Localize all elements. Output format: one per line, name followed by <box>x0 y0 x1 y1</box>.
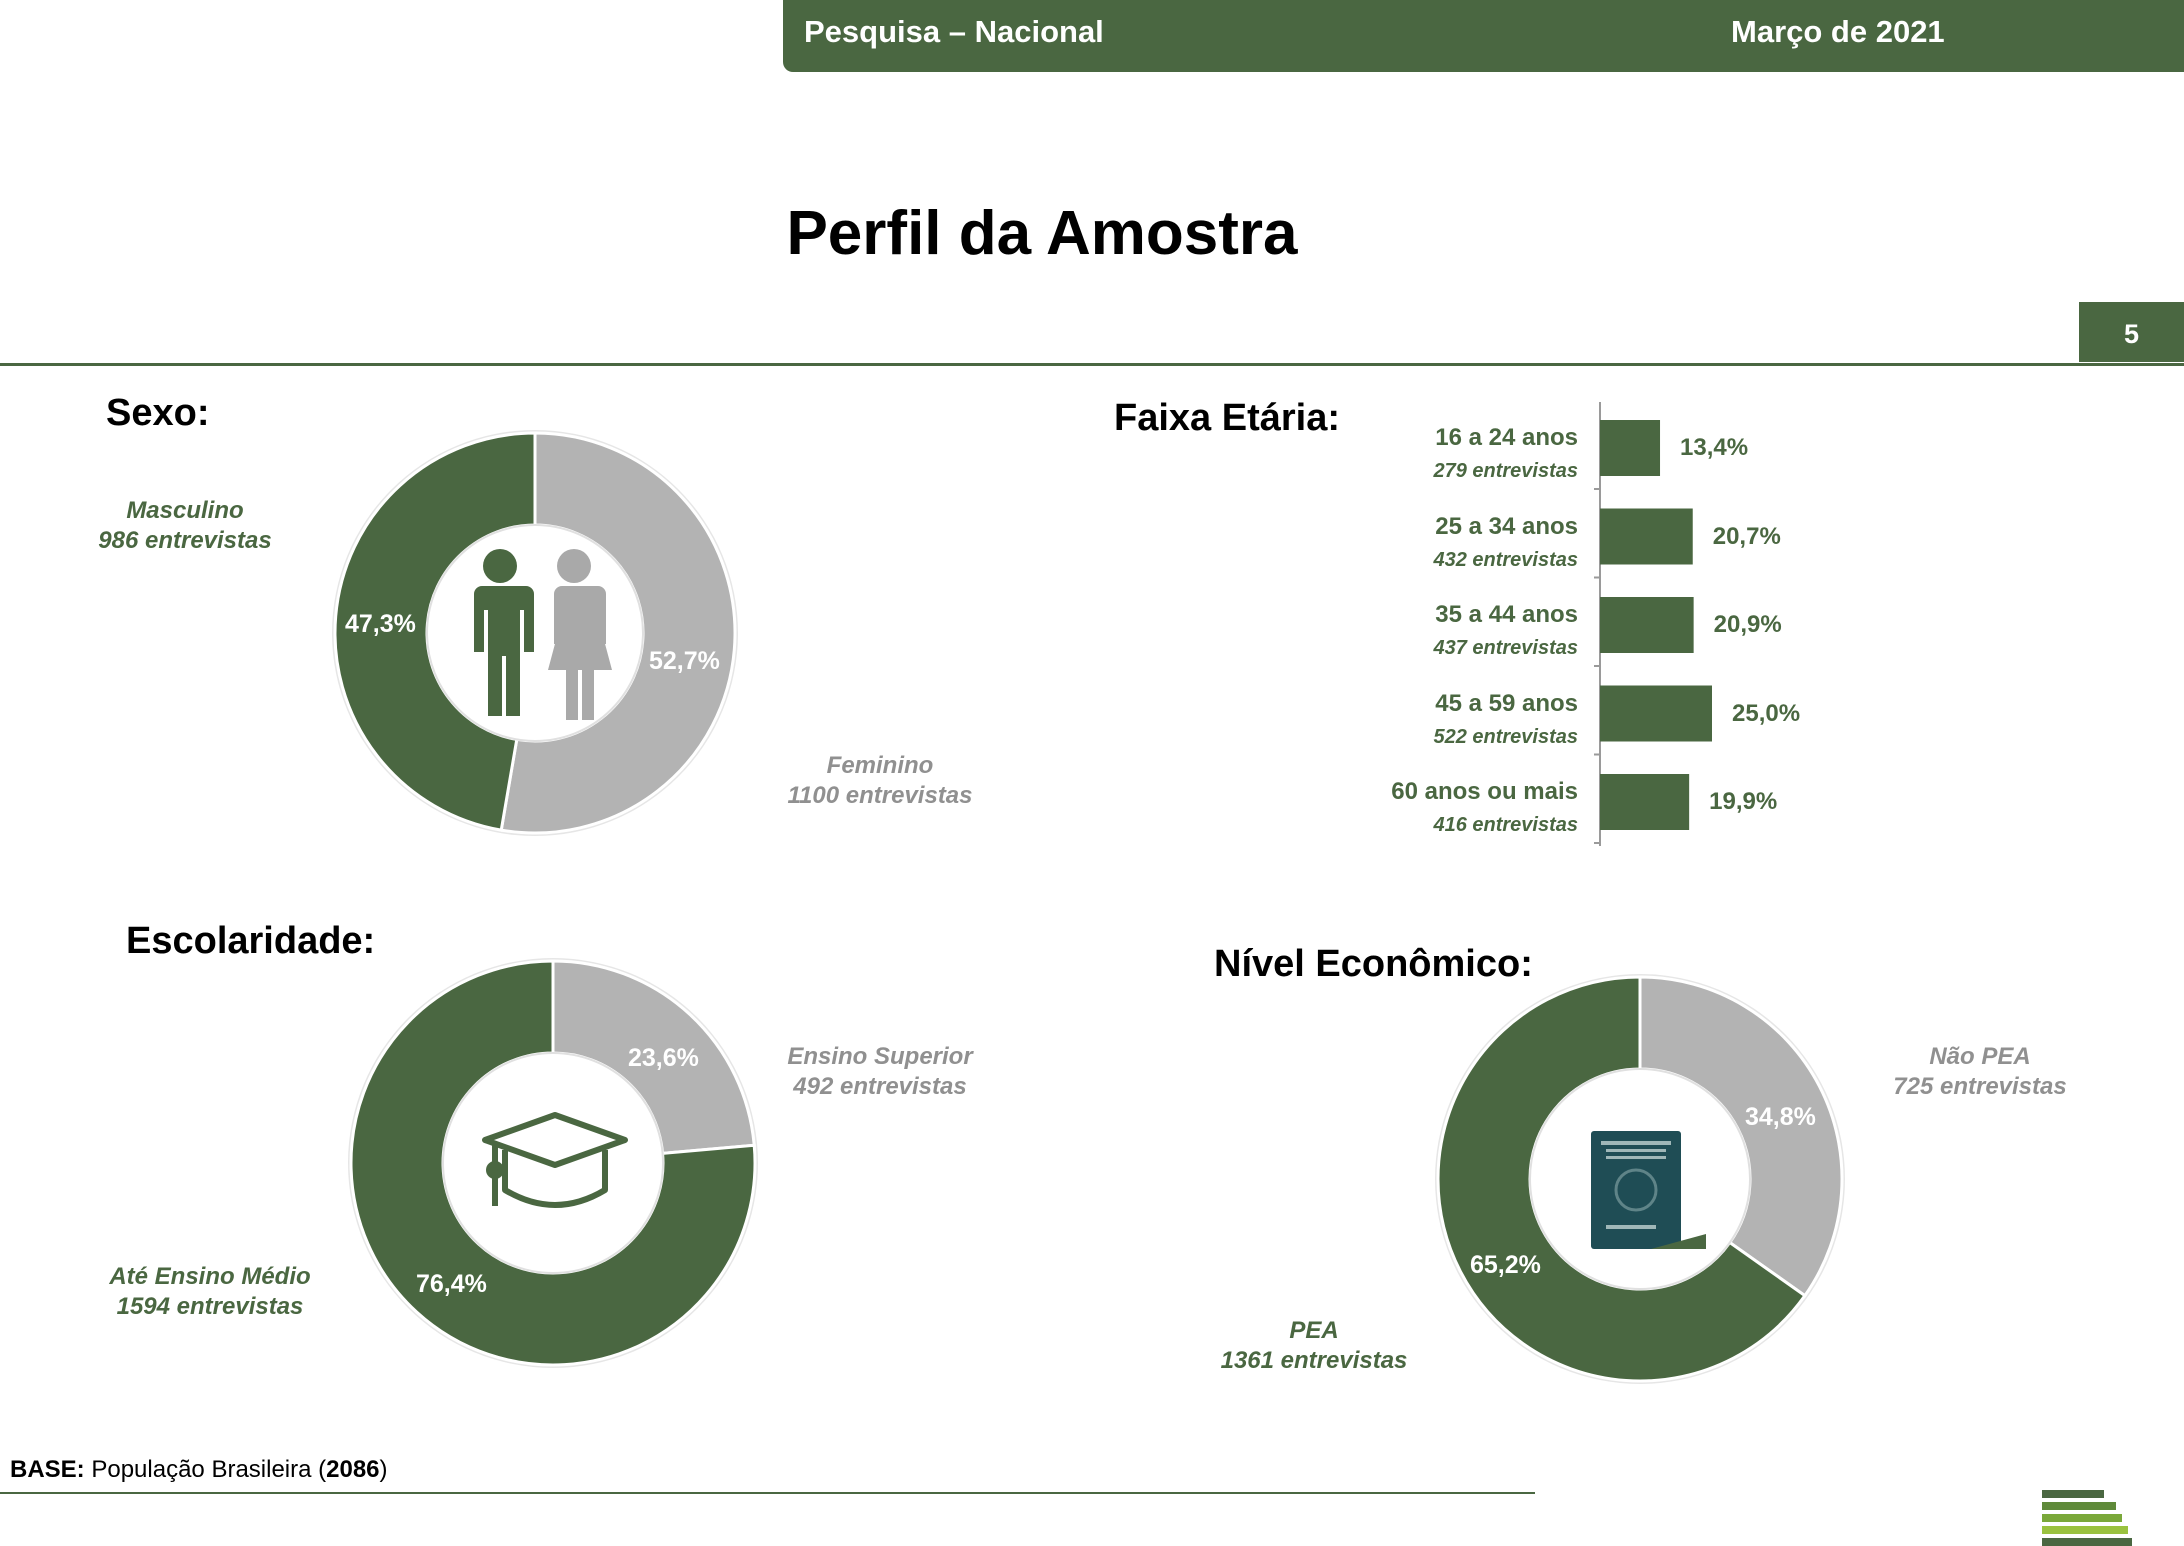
esc-superior-name: Ensino Superior <box>787 1043 973 1070</box>
esc-medio-count: 1594 entrevistas <box>116 1293 304 1320</box>
sexo-feminino-pct: 52,7% <box>649 647 720 675</box>
sexo-feminino-count: 1100 entrevistas <box>787 782 973 809</box>
brand-stripes-icon <box>2042 1490 2132 1546</box>
faixa-count-label: 279 entrevistas <box>1433 460 1578 482</box>
escolaridade-title: Escolaridade: <box>126 920 376 962</box>
faixa-value-label: 20,9% <box>1713 611 1782 638</box>
faixa-value-label: 20,7% <box>1712 522 1781 550</box>
page-title: Perfil da Amostra <box>786 199 1298 268</box>
header-bar <box>783 0 2184 72</box>
esc-superior-pct: 23,6% <box>628 1044 699 1072</box>
work-card-icon <box>1591 1131 1706 1249</box>
faixa-bar-2 <box>1600 597 1694 653</box>
faixa-category-label: 45 a 59 anos <box>1435 689 1578 717</box>
sexo-masculino-count: 986 entrevistas <box>98 527 272 554</box>
sexo-title: Sexo: <box>106 392 210 434</box>
faixa-count-label: 432 entrevistas <box>1433 548 1578 571</box>
esc-medio-pct: 76,4% <box>416 1270 487 1298</box>
esc-medio-name: Até Ensino Médio <box>109 1263 311 1290</box>
nivel-naopea-count: 725 entrevistas <box>1893 1073 2067 1100</box>
sexo-masculino-name: Masculino <box>126 497 244 524</box>
faixa-category-label: 25 a 34 anos <box>1435 512 1578 540</box>
nivel-pea-name: PEA <box>1289 1317 1339 1344</box>
nivel-naopea-name: Não PEA <box>1929 1043 2031 1070</box>
nivel-pea-pct: 65,2% <box>1470 1251 1541 1279</box>
header-date: Março de 2021 <box>1731 14 1945 49</box>
faixa-category-label: 35 a 44 anos <box>1435 601 1578 628</box>
faixa-bar-0 <box>1600 420 1661 476</box>
nivel-title: Nível Econômico: <box>1214 943 1533 985</box>
faixa-count-label: 522 entrevistas <box>1433 725 1578 748</box>
graduation-cap-icon <box>482 1112 628 1208</box>
esc-medio-label: Até Ensino Médio 1594 entrevistas <box>90 1262 330 1322</box>
nivel-pea-count: 1361 entrevistas <box>1220 1347 1408 1374</box>
sexo-masculino-pct: 47,3% <box>345 610 416 638</box>
faixa-value-label: 13,4% <box>1680 434 1749 461</box>
nivel-naopea-label: Não PEA 725 entrevistas <box>1860 1042 2100 1102</box>
sexo-feminino-name: Feminino <box>826 752 934 779</box>
bottom-divider <box>0 1492 1535 1494</box>
faixa-value-label: 25,0% <box>1732 699 1801 727</box>
man-woman-icon <box>474 549 612 720</box>
sexo-feminino-label: Feminino 1100 entrevistas <box>760 751 1000 811</box>
top-divider <box>0 363 2184 366</box>
page-number: 5 <box>2079 302 2184 362</box>
base-label: BASE: <box>10 1456 85 1483</box>
faixa-category-label: 16 a 24 anos <box>1435 424 1578 451</box>
base-count: 2086 <box>326 1456 380 1483</box>
nivel-pea-label: PEA 1361 entrevistas <box>1194 1316 1434 1376</box>
nivel-naopea-pct: 34,8% <box>1745 1103 1816 1131</box>
faixa-title: Faixa Etária: <box>1114 397 1340 439</box>
faixa-bar-4 <box>1600 774 1690 830</box>
faixa-bar-1 <box>1600 508 1693 565</box>
faixa-category-label: 60 anos ou mais <box>1391 778 1578 805</box>
faixa-count-label: 437 entrevistas <box>1433 637 1578 659</box>
faixa-value-label: 19,9% <box>1709 788 1778 815</box>
faixa-count-label: 416 entrevistas <box>1433 814 1578 836</box>
header-survey: Pesquisa – Nacional <box>804 14 1104 49</box>
faixa-bar-3 <box>1600 685 1712 742</box>
esc-superior-label: Ensino Superior 492 entrevistas <box>760 1042 1000 1102</box>
sexo-masculino-label: Masculino 986 entrevistas <box>60 496 310 556</box>
base-text: População Brasileira <box>91 1456 312 1483</box>
base-note: BASE: População Brasileira (2086) <box>10 1456 388 1483</box>
esc-superior-count: 492 entrevistas <box>793 1073 967 1100</box>
